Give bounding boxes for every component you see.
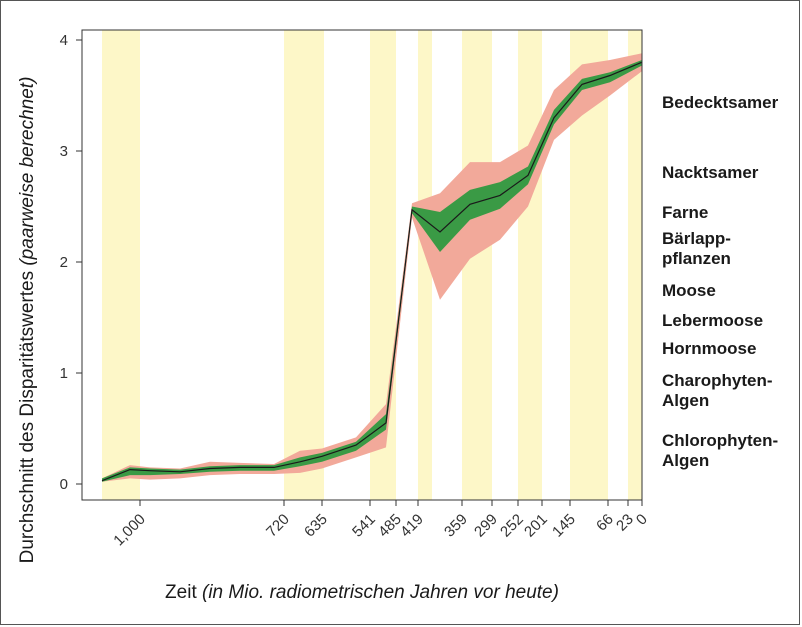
group-label-line: pflanzen: [662, 249, 731, 268]
time-band: [102, 30, 140, 500]
x-tick-label: 145: [549, 511, 579, 541]
group-label-line: Bedecktsamer: [662, 93, 779, 112]
group-label: Bedecktsamer: [662, 93, 779, 112]
x-tick-label: 541: [349, 511, 379, 541]
x-tick-label: 23: [613, 511, 637, 535]
x-tick-label: 1,000: [110, 511, 149, 550]
y-ticks: 0 1 2 3 4: [60, 32, 82, 493]
mean-line: [101, 61, 643, 482]
x-tick-label: 359: [441, 511, 471, 541]
y-tick-label: 3: [60, 143, 68, 160]
x-tick-label: 0: [633, 511, 651, 529]
group-label-line: Algen: [662, 391, 709, 410]
y-axis-label-note: (paarweise berechnet): [17, 77, 38, 266]
group-label: Chlorophyten-Algen: [662, 431, 778, 470]
time-band: [628, 30, 642, 500]
mean-line-group: [101, 61, 643, 482]
group-label: Lebermoose: [662, 311, 763, 330]
y-axis-label-main: Durchschnitt des Disparitätswertes: [17, 266, 38, 564]
group-label-line: Bärlapp-: [662, 229, 731, 248]
group-label: Nacktsamer: [662, 163, 759, 182]
group-label: Bärlapp-pflanzen: [662, 229, 731, 268]
group-label-line: Chlorophyten-: [662, 431, 778, 450]
group-label-line: Hornmoose: [662, 339, 756, 358]
time-band: [284, 30, 324, 500]
y-axis-label: Durchschnitt des Disparitätswertes (paar…: [17, 77, 38, 564]
group-label-line: Lebermoose: [662, 311, 763, 330]
axes: [81, 29, 643, 501]
group-label: Farne: [662, 203, 708, 222]
plot-border: [81, 29, 643, 501]
time-band: [462, 30, 492, 500]
group-label-line: Moose: [662, 281, 716, 300]
time-band: [518, 30, 542, 500]
x-axis-label: Zeit (in Mio. radiometrischen Jahren vor…: [165, 582, 559, 603]
confidence-areas: [102, 53, 642, 482]
group-label-line: Charophyten-: [662, 371, 773, 390]
group-label-line: Nacktsamer: [662, 163, 759, 182]
x-tick-label: 419: [397, 511, 427, 541]
group-labels: Bedecktsamer Nacktsamer Farne Bärlapp-pflan…: [662, 93, 779, 470]
group-label-line: Farne: [662, 203, 708, 222]
x-tick-label: 252: [497, 511, 527, 541]
x-tick-label: 299: [471, 511, 501, 541]
y-tick-label: 1: [60, 365, 68, 382]
x-tick-label: 201: [521, 511, 551, 541]
y-tick-label: 4: [60, 32, 68, 49]
group-label: Hornmoose: [662, 339, 756, 358]
outer-confidence-band: [102, 53, 642, 482]
time-band: [418, 30, 432, 500]
time-bands: [102, 30, 642, 500]
y-tick-label: 0: [60, 476, 68, 493]
x-tick-label: 635: [301, 511, 331, 541]
x-axis-label-main: Zeit: [165, 582, 202, 603]
group-label: Moose: [662, 281, 716, 300]
y-tick-label: 2: [60, 254, 68, 271]
x-tick-label: 720: [263, 511, 293, 541]
group-label: Charophyten-Algen: [662, 371, 773, 410]
group-label-line: Algen: [662, 451, 709, 470]
x-axis-label-note: (in Mio. radiometrischen Jahren vor heut…: [202, 582, 559, 603]
